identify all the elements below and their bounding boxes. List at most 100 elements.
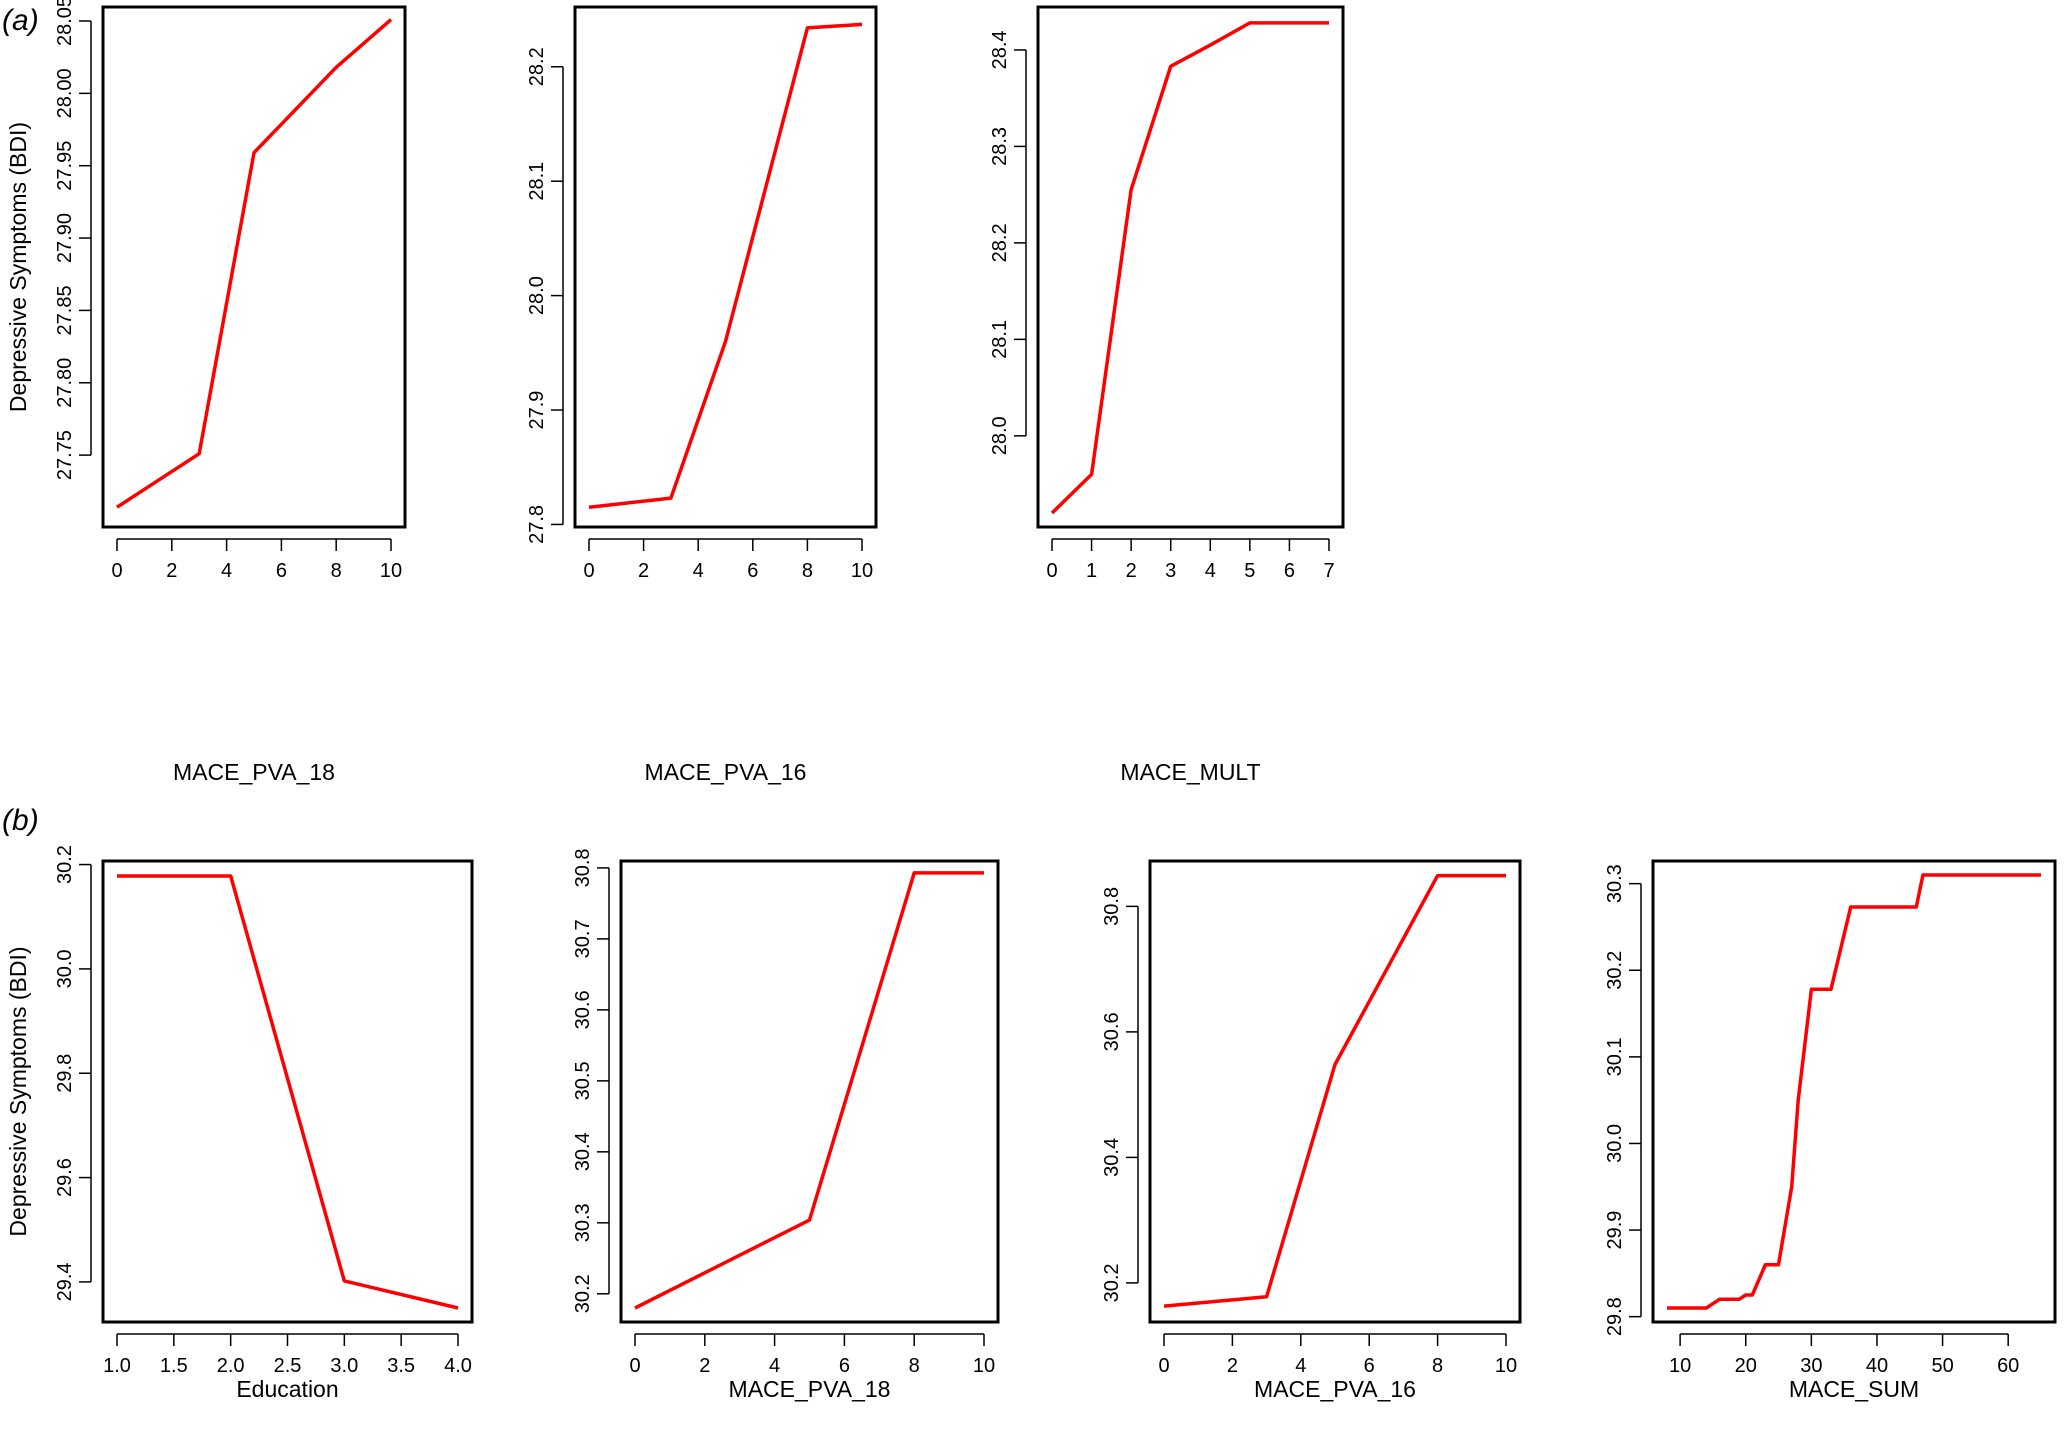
x-tick-label: 20 bbox=[1735, 1355, 1757, 1377]
x-tick-label: 2 bbox=[1227, 1355, 1238, 1377]
series-line bbox=[634, 871, 984, 1310]
y-tick-label: 30.5 bbox=[572, 1061, 594, 1100]
x-tick-label: 40 bbox=[1866, 1355, 1888, 1377]
x-tick-label: 1 bbox=[1086, 560, 1097, 582]
y-tick-label: 30.6 bbox=[1101, 1012, 1123, 1051]
x-tick-label: 4 bbox=[769, 1355, 780, 1377]
plot-frame bbox=[619, 859, 1000, 1324]
y-tick-label: 28.0 bbox=[526, 276, 548, 315]
y-tick-label: 27.85 bbox=[54, 285, 76, 335]
y-tick-label: 29.6 bbox=[54, 1158, 76, 1197]
x-axis-label: MACE_MULT bbox=[1120, 759, 1260, 785]
y-tick-label: 28.2 bbox=[526, 47, 548, 86]
x-axis-label: MACE_SUM bbox=[1789, 1376, 1919, 1402]
x-tick-label: 2 bbox=[1126, 560, 1137, 582]
y-tick-label: 28.3 bbox=[989, 127, 1011, 166]
y-axis-label: Depressive Symptoms (BDI) bbox=[5, 946, 31, 1236]
x-tick-label: 2.0 bbox=[217, 1355, 245, 1377]
x-tick-label: 0 bbox=[111, 560, 122, 582]
x-tick-label: 1.0 bbox=[103, 1355, 131, 1377]
y-tick-label: 28.1 bbox=[526, 162, 548, 201]
plot-frame bbox=[1036, 5, 1345, 529]
x-tick-label: 0 bbox=[629, 1355, 640, 1377]
x-tick-label: 30 bbox=[1800, 1355, 1822, 1377]
y-tick-label: 30.1 bbox=[1604, 1037, 1626, 1076]
x-tick-label: 8 bbox=[331, 560, 342, 582]
y-tick-label: 30.8 bbox=[572, 848, 594, 887]
plot-frame bbox=[573, 5, 878, 529]
x-tick-label: 4 bbox=[693, 560, 704, 582]
x-tick-label: 60 bbox=[1997, 1355, 2019, 1377]
x-axis-label: MACE_PVA_18 bbox=[729, 1376, 891, 1402]
series-line bbox=[116, 18, 393, 509]
chart-7: 10 20 30 40 50 60 29.8 29.9 30.0 30.1 30.2 30.3 MACE… bbox=[1604, 859, 2057, 1402]
plot-frame bbox=[101, 5, 407, 529]
y-tick-label: 27.95 bbox=[54, 141, 76, 191]
x-tick-label: 10 bbox=[1495, 1355, 1517, 1377]
x-tick-label: 6 bbox=[1364, 1355, 1375, 1377]
x-tick-label: 3.0 bbox=[330, 1355, 358, 1377]
x-axis-label: MACE_PVA_16 bbox=[1254, 1376, 1416, 1402]
y-tick-label: 28.2 bbox=[989, 223, 1011, 262]
charts-group: 0 2 4 6 8 1027.7527.8027.8527.9027.9528.0028.… bbox=[5, 0, 2057, 1402]
chart-1: 0 2 4 6 8 10 27.75 27.80 27.85 27.90 27.95 28.00 28.… bbox=[5, 0, 407, 785]
x-tick-label: 10 bbox=[973, 1355, 995, 1377]
x-tick-label: 0 bbox=[1046, 560, 1057, 582]
y-tick-label: 30.3 bbox=[572, 1203, 594, 1242]
y-tick-label: 27.9 bbox=[526, 391, 548, 430]
x-tick-label: 8 bbox=[1432, 1355, 1443, 1377]
y-tick-label: 29.9 bbox=[1604, 1211, 1626, 1250]
y-tick-label: 28.4 bbox=[989, 30, 1011, 69]
series-line bbox=[1163, 873, 1506, 1308]
x-tick-label: 0 bbox=[583, 560, 594, 582]
plot-frame bbox=[1651, 859, 2057, 1324]
x-tick-label: 8 bbox=[802, 560, 813, 582]
chart-5: 0 2 4 6 8 10 30.2 30.3 30.4 30.5 30.6 30.7 30.8 MACE_… bbox=[572, 848, 1000, 1402]
y-tick-label: 27.75 bbox=[54, 430, 76, 480]
x-tick-label: 10 bbox=[380, 560, 402, 582]
y-tick-label: 28.05 bbox=[54, 0, 76, 46]
y-tick-label: 30.0 bbox=[1604, 1124, 1626, 1163]
plot-frame bbox=[1148, 859, 1522, 1324]
y-tick-label: 29.8 bbox=[1604, 1297, 1626, 1336]
x-tick-label: 3.5 bbox=[387, 1355, 415, 1377]
y-tick-label: 28.00 bbox=[54, 68, 76, 118]
x-tick-label: 10 bbox=[851, 560, 873, 582]
series-line bbox=[1050, 21, 1329, 515]
y-tick-label: 30.6 bbox=[572, 990, 594, 1029]
x-tick-label: 4 bbox=[1295, 1355, 1306, 1377]
x-tick-label: 1.5 bbox=[160, 1355, 188, 1377]
x-tick-label: 3 bbox=[1165, 560, 1176, 582]
x-tick-label: 50 bbox=[1931, 1355, 1953, 1377]
x-tick-label: 6 bbox=[747, 560, 758, 582]
y-tick-label: 27.8 bbox=[526, 505, 548, 544]
chart-6: 0 2 4 6 8 10 30.2 30.4 30.6 30.8 MACE_PVA_16 bbox=[1101, 859, 1522, 1402]
y-axis-label: Depressive Symptoms (BDI) bbox=[5, 122, 31, 412]
y-tick-label: 30.2 bbox=[1101, 1263, 1123, 1302]
series-line bbox=[1667, 873, 2041, 1310]
y-tick-label: 29.4 bbox=[54, 1262, 76, 1301]
y-tick-label: 27.80 bbox=[54, 358, 76, 408]
x-tick-label: 5 bbox=[1244, 560, 1255, 582]
x-tick-label: 6 bbox=[276, 560, 287, 582]
y-tick-label: 28.0 bbox=[989, 416, 1011, 455]
y-tick-label: 30.4 bbox=[572, 1132, 594, 1171]
chart-4: 1.0 1.5 2.0 2.5 3.0 3.5 4.0 29.4 29.6 29.8 30.0 30.… bbox=[5, 845, 474, 1402]
panel-label-b: (b) bbox=[2, 804, 39, 837]
x-tick-label: 6 bbox=[1284, 560, 1295, 582]
x-axis-label: MACE_PVA_18 bbox=[173, 759, 335, 785]
x-tick-label: 0 bbox=[1158, 1355, 1169, 1377]
y-tick-label: 28.1 bbox=[989, 320, 1011, 359]
y-tick-label: 30.8 bbox=[1101, 887, 1123, 926]
x-tick-label: 6 bbox=[839, 1355, 850, 1377]
y-tick-label: 30.4 bbox=[1101, 1138, 1123, 1177]
x-tick-label: 8 bbox=[909, 1355, 920, 1377]
x-tick-label: 2 bbox=[699, 1355, 710, 1377]
x-axis-label: MACE_PVA_16 bbox=[645, 759, 807, 785]
y-tick-label: 30.7 bbox=[572, 919, 594, 958]
x-axis-label: Education bbox=[236, 1376, 338, 1402]
x-tick-label: 2 bbox=[166, 560, 177, 582]
series-line bbox=[117, 874, 459, 1310]
y-tick-label: 30.2 bbox=[1604, 951, 1626, 990]
